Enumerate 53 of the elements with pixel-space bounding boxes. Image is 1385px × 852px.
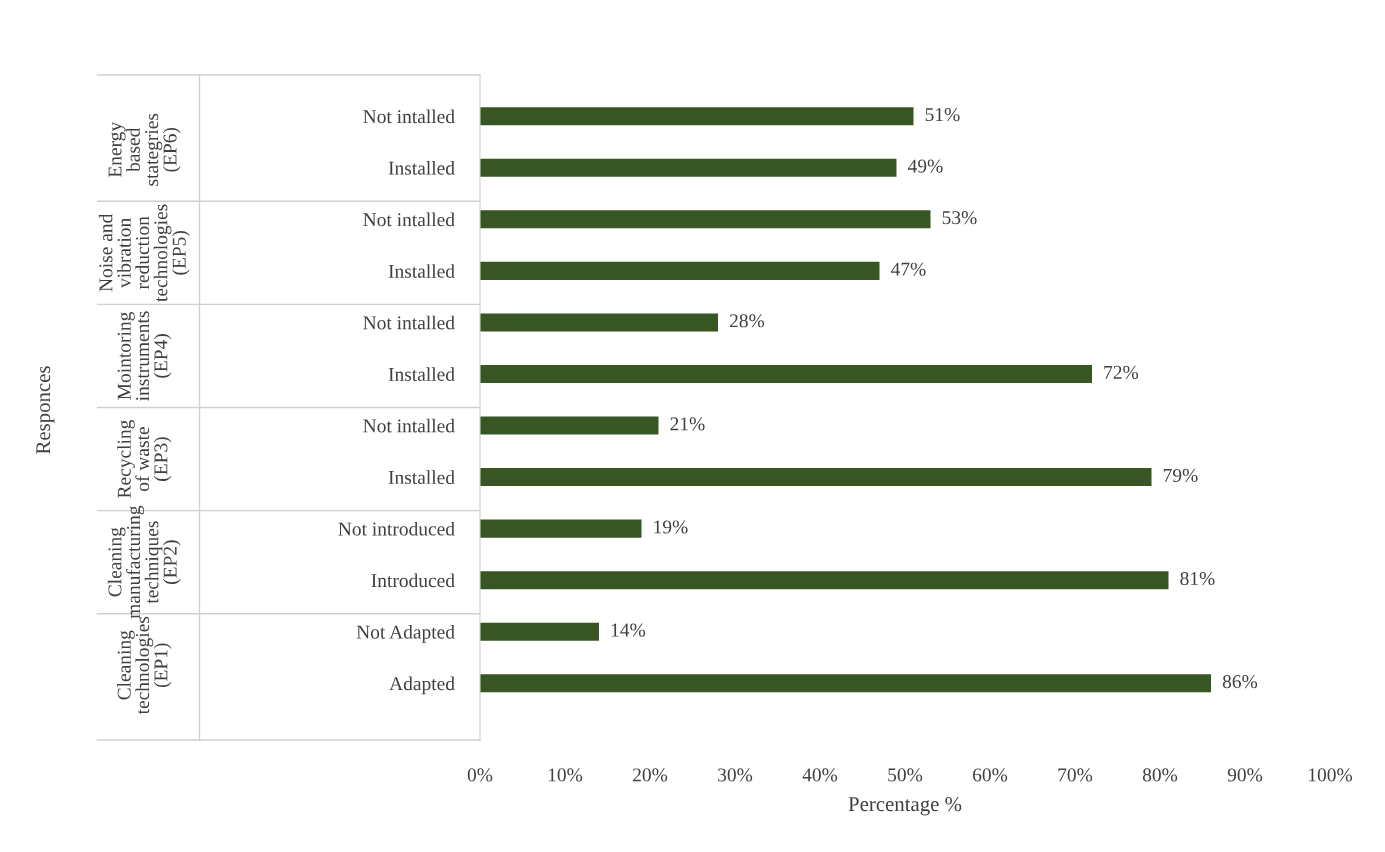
bar xyxy=(480,674,1211,693)
x-tick-label: 60% xyxy=(973,768,1008,782)
text: Mointoring instruments (EP4) xyxy=(117,311,172,401)
data-label: 81% xyxy=(1180,571,1215,586)
y-tick-label: Not introduced xyxy=(338,521,455,536)
x-tick-label: 30% xyxy=(718,768,753,782)
y-tick-label: Installed xyxy=(388,367,455,381)
x-tick-label: 100% xyxy=(1309,768,1353,782)
y-tick-label: Installed xyxy=(388,264,455,278)
x-tick-label: 20% xyxy=(633,768,668,782)
data-label: 49% xyxy=(907,159,943,173)
data-label: 28% xyxy=(729,314,765,328)
data-label: 47% xyxy=(890,262,926,276)
y-tick-label: Not intalled xyxy=(363,212,455,227)
bar xyxy=(480,158,897,177)
x-tick-label: 90% xyxy=(1227,768,1263,782)
x-axis-title: Percentage % xyxy=(848,797,962,816)
data-label: 86% xyxy=(1222,675,1258,689)
data-label: 19% xyxy=(654,520,688,534)
bar xyxy=(480,519,642,538)
bar xyxy=(480,313,718,332)
x-tick-label: 0% xyxy=(467,768,493,782)
text: Recycling of waste (EP3) xyxy=(117,420,172,498)
bar xyxy=(480,468,1152,487)
text: Noise and vibration reduction technologies (EP5) xyxy=(98,204,190,302)
y-tick-label: Not intalled xyxy=(363,109,455,124)
y-tick-label: Not intalled xyxy=(363,315,455,330)
text: Energy based stategries (EP6) xyxy=(108,113,181,186)
y-tick-label: Installed xyxy=(388,470,455,485)
bar xyxy=(480,571,1169,590)
data-label: 72% xyxy=(1104,365,1139,379)
bar xyxy=(480,416,659,435)
data-label: 21% xyxy=(670,417,705,431)
bar xyxy=(480,622,599,641)
y-tick-label: Introduced xyxy=(371,573,455,588)
y-tick-label: Not intalled xyxy=(363,418,455,433)
y-tick-label: Adapted xyxy=(389,676,455,695)
y-tick-label: Installed xyxy=(388,161,455,175)
x-tick-label: 10% xyxy=(548,768,583,782)
bar xyxy=(480,364,1092,384)
text: Responces xyxy=(36,366,55,454)
data-label: 79% xyxy=(1163,468,1198,483)
x-tick-label: 80% xyxy=(1142,768,1178,782)
bar xyxy=(480,261,880,280)
x-tick-label: 70% xyxy=(1058,768,1093,782)
bar xyxy=(480,210,931,229)
data-label: 14% xyxy=(611,623,646,637)
y-tick-label: Not Adapted xyxy=(356,625,455,643)
data-label: 53% xyxy=(942,211,977,225)
data-label: 51% xyxy=(925,107,960,122)
x-tick-label: 50% xyxy=(888,768,923,782)
x-tick-label: 40% xyxy=(802,768,838,782)
bar xyxy=(480,107,914,126)
